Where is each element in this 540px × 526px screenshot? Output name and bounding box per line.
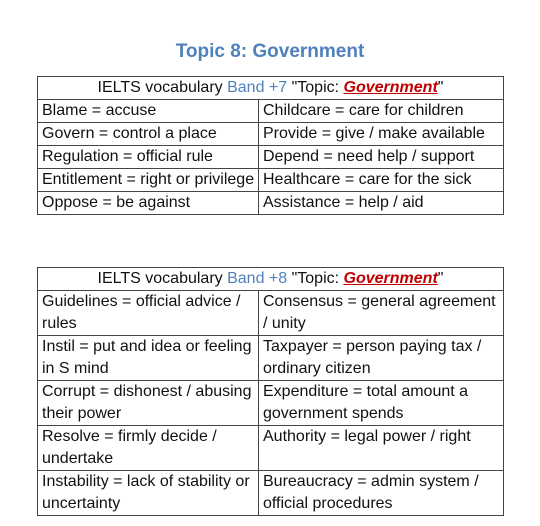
vocab-cell: Govern = control a place: [37, 122, 259, 146]
table-header-row: IELTS vocabulary Band +8 "Topic: Governm…: [36, 267, 505, 291]
vocab-cell: Guidelines = official advice / rules: [37, 290, 259, 336]
header-topic-open: "Topic:: [287, 79, 344, 96]
table-row: Oppose = be against Assistance = help / …: [37, 191, 505, 215]
table-header-row: IELTS vocabulary Band +7 "Topic: Governm…: [36, 76, 505, 100]
vocab-cell: Entitlement = right or privilege: [37, 168, 259, 192]
vocab-cell: Childcare = care for children: [257, 99, 505, 123]
table-row: Instil = put and idea or feeling in S mi…: [37, 335, 505, 381]
vocab-cell: Taxpayer = person paying tax / ordinary …: [257, 335, 505, 381]
vocab-table-band-7: IELTS vocabulary Band +7 "Topic: Governm…: [36, 76, 505, 215]
vocab-cell: Blame = accuse: [37, 99, 259, 123]
vocab-cell: Consensus = general agreement / unity: [257, 290, 505, 336]
vocab-cell: Regulation = official rule: [37, 145, 259, 169]
table-row: Blame = accuse Childcare = care for chil…: [37, 99, 505, 123]
vocab-cell: Bureaucracy = admin system / official pr…: [257, 470, 505, 516]
page-title: Topic 8: Government: [175, 41, 365, 62]
header-topic-open: "Topic:: [287, 270, 344, 287]
vocab-cell: Provide = give / make available: [257, 122, 505, 146]
band-label: Band +7: [227, 79, 288, 96]
vocab-cell: Depend = need help / support: [257, 145, 505, 169]
vocab-cell: Healthcare = care for the sick: [257, 168, 505, 192]
vocab-cell: Instability = lack of stability or uncer…: [37, 470, 259, 516]
vocab-cell: Resolve = firmly decide / undertake: [37, 425, 259, 471]
table-row: Corrupt = dishonest / abusing their powe…: [37, 380, 505, 426]
table-header: IELTS vocabulary Band +8 "Topic: Governm…: [36, 267, 505, 291]
table-row: Instability = lack of stability or uncer…: [37, 470, 505, 516]
header-topic-close: ": [437, 79, 444, 96]
topic-word: Government: [343, 270, 438, 287]
table-row: Resolve = firmly decide / undertake Auth…: [37, 425, 505, 471]
vocab-table-band-8: IELTS vocabulary Band +8 "Topic: Governm…: [36, 267, 505, 516]
vocab-cell: Authority = legal power / right: [257, 425, 505, 471]
table-row: Regulation = official rule Depend = need…: [37, 145, 505, 169]
vocab-cell: Expenditure = total amount a government …: [257, 380, 505, 426]
header-prefix: IELTS vocabulary: [97, 79, 228, 96]
vocab-cell: Assistance = help / aid: [257, 191, 505, 215]
band-label: Band +8: [227, 270, 288, 287]
vocab-cell: Corrupt = dishonest / abusing their powe…: [37, 380, 259, 426]
table-header: IELTS vocabulary Band +7 "Topic: Governm…: [36, 76, 505, 100]
table-row: Entitlement = right or privilege Healthc…: [37, 168, 505, 192]
vocab-cell: Instil = put and idea or feeling in S mi…: [37, 335, 259, 381]
topic-word: Government: [343, 79, 438, 96]
table-row: Guidelines = official advice / rules Con…: [37, 290, 505, 336]
header-topic-close: ": [437, 270, 444, 287]
table-row: Govern = control a place Provide = give …: [37, 122, 505, 146]
vocab-cell: Oppose = be against: [37, 191, 259, 215]
header-prefix: IELTS vocabulary: [97, 270, 228, 287]
